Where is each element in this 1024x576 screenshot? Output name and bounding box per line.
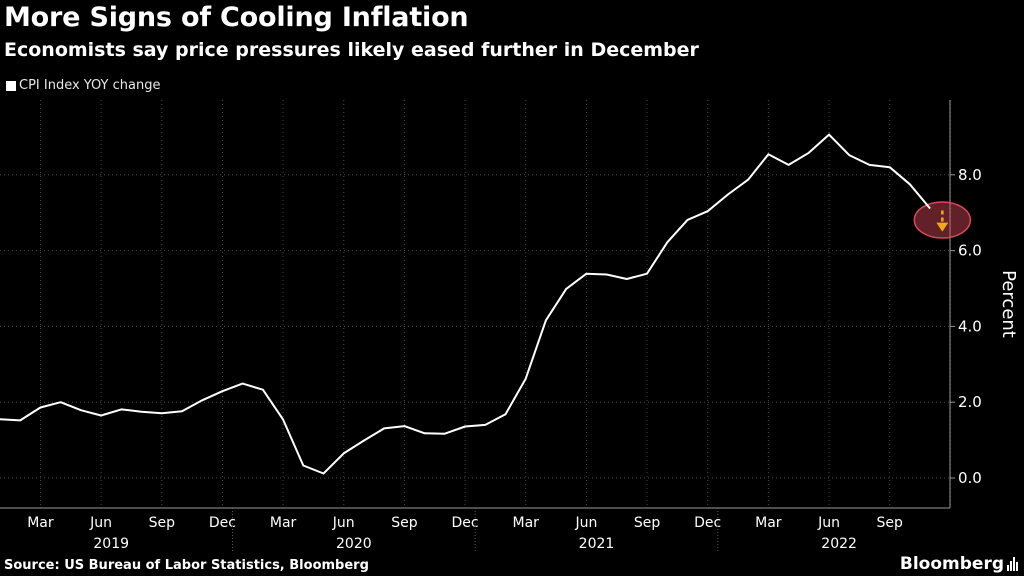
x-tick-label: Sep	[391, 515, 418, 531]
x-tick-label: Jun	[332, 515, 355, 531]
year-label: 2021	[579, 536, 615, 552]
chart-subtitle: Economists say price pressures likely ea…	[4, 39, 699, 61]
x-tick-label: Mar	[270, 515, 297, 531]
y-axis-label: Percent	[998, 270, 1019, 338]
x-tick-label: Jun	[817, 515, 840, 531]
y-tick-label: 0.0	[958, 469, 982, 487]
brand-logo: Bloomberg	[900, 554, 1018, 574]
x-tick-label: Mar	[755, 515, 782, 531]
brand-name: Bloomberg	[899, 554, 1004, 574]
legend: CPI Index YOY change	[6, 78, 160, 93]
y-tick-label: 8.0	[958, 166, 982, 184]
source-note: Source: US Bureau of Labor Statistics, B…	[4, 558, 369, 573]
year-label: 2022	[821, 536, 857, 552]
year-label: 2020	[336, 536, 372, 552]
bar-chart-icon	[1007, 557, 1018, 571]
x-tick-label: Mar	[513, 515, 540, 531]
down-arrow-icon	[936, 222, 949, 232]
x-tick-label: Sep	[876, 515, 903, 531]
year-label: 2019	[93, 536, 129, 552]
legend-swatch	[6, 80, 16, 91]
x-tick-label: Dec	[452, 515, 479, 531]
x-tick-label: Dec	[209, 515, 236, 531]
x-tick-label: Sep	[149, 515, 176, 531]
y-tick-label: 6.0	[958, 242, 982, 260]
x-tick-label: Jun	[89, 515, 112, 531]
x-tick-label: Mar	[27, 515, 54, 531]
y-tick-label: 2.0	[958, 393, 982, 411]
x-tick-label: Sep	[634, 515, 661, 531]
x-tick-label: Jun	[574, 515, 597, 531]
x-tick-label: Dec	[694, 515, 721, 531]
cpi-series-line	[0, 133, 931, 475]
y-tick-label: 4.0	[958, 317, 982, 335]
legend-label: CPI Index YOY change	[19, 78, 161, 93]
chart-title: More Signs of Cooling Inflation	[4, 2, 469, 33]
